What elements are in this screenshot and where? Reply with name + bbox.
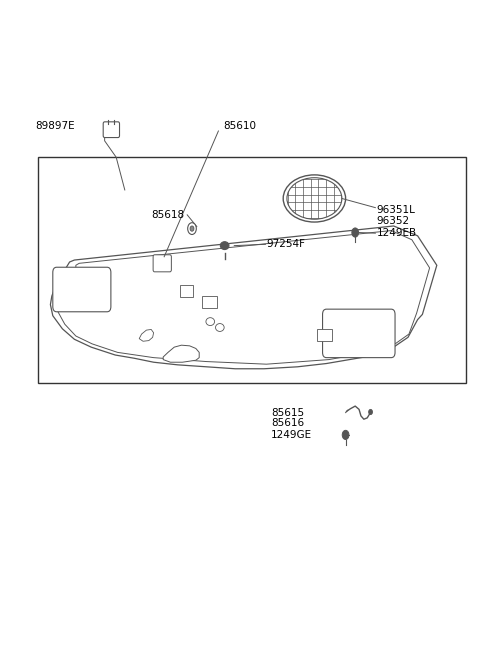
Circle shape <box>352 228 359 237</box>
Circle shape <box>190 226 194 231</box>
Text: 85616: 85616 <box>271 418 304 428</box>
Text: 97254F: 97254F <box>266 239 305 250</box>
Text: 85610: 85610 <box>223 121 256 131</box>
Text: 1249GE: 1249GE <box>271 430 312 440</box>
Polygon shape <box>58 231 430 364</box>
Text: 96352: 96352 <box>377 215 410 226</box>
Bar <box>202 296 217 308</box>
Text: 89897E: 89897E <box>35 121 74 131</box>
Ellipse shape <box>220 242 229 250</box>
Ellipse shape <box>216 324 224 331</box>
Polygon shape <box>139 329 154 341</box>
Bar <box>317 329 332 341</box>
Bar <box>180 285 193 297</box>
Ellipse shape <box>283 175 346 222</box>
FancyBboxPatch shape <box>323 309 395 358</box>
Circle shape <box>369 409 372 415</box>
Ellipse shape <box>287 178 342 219</box>
Circle shape <box>188 223 196 234</box>
Ellipse shape <box>206 318 215 326</box>
FancyBboxPatch shape <box>53 267 111 312</box>
Circle shape <box>342 430 349 440</box>
Bar <box>38 157 466 383</box>
Text: 96351L: 96351L <box>377 204 416 215</box>
FancyBboxPatch shape <box>153 255 171 272</box>
Text: 85618: 85618 <box>152 210 185 220</box>
Polygon shape <box>50 226 437 369</box>
Text: 85615: 85615 <box>271 407 304 418</box>
FancyBboxPatch shape <box>103 122 120 138</box>
Text: 1249EB: 1249EB <box>377 228 417 238</box>
Polygon shape <box>163 345 199 362</box>
